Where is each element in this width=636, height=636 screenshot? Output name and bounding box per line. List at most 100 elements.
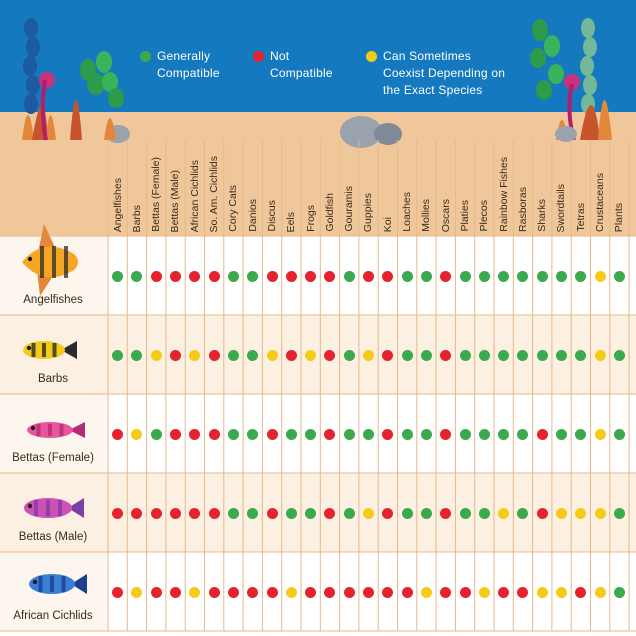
column-header: Oscars <box>436 140 455 232</box>
compatibility-dot <box>324 350 336 361</box>
column-header-label: Koi <box>381 216 394 232</box>
compatibility-dot <box>498 271 510 282</box>
column-header: Discus <box>262 140 281 232</box>
compatibility-dot <box>594 429 606 440</box>
column-header-label: Cory Cats <box>227 185 240 232</box>
compatibility-dot <box>170 429 182 440</box>
compatibility-dot <box>401 587 413 598</box>
column-header: Swordtails <box>552 140 571 232</box>
column-header-label: Gouramis <box>343 186 356 232</box>
column-header-label: Plecos <box>478 200 491 232</box>
compatibility-dot <box>575 508 587 519</box>
compatibility-dot <box>247 429 259 440</box>
column-header: Rasboras <box>513 140 532 232</box>
compatibility-dot <box>556 429 568 440</box>
compatibility-dot <box>170 350 182 361</box>
compatibility-dot <box>324 587 336 598</box>
compatibility-dot <box>324 429 336 440</box>
compatibility-dot <box>478 350 490 361</box>
column-header: Tetras <box>571 140 590 232</box>
legend-label: Generally <box>157 49 211 63</box>
row-label: African Cichlids <box>13 610 93 622</box>
compatibility-dot <box>575 429 587 440</box>
column-header-label: Platies <box>458 200 471 232</box>
rock-left <box>340 116 382 148</box>
compatibility-dot <box>305 429 317 440</box>
legend-green-dot <box>140 51 151 62</box>
african-cichlid-icon <box>29 574 87 594</box>
compatibility-dot <box>208 587 220 598</box>
legend-label: Can Sometimes <box>383 49 471 63</box>
compatibility-dot <box>440 587 452 598</box>
compatibility-dot <box>440 508 452 519</box>
compatibility-dot <box>382 429 394 440</box>
compatibility-dot <box>420 350 432 361</box>
compatibility-dot <box>556 350 568 361</box>
column-header: Bettas (Female) <box>147 140 166 232</box>
compatibility-dot <box>131 587 143 598</box>
compatibility-dot <box>285 587 297 598</box>
compatibility-dot <box>227 429 239 440</box>
compatibility-dot <box>266 429 278 440</box>
male-betta-icon <box>24 498 84 518</box>
compatibility-dot <box>575 271 587 282</box>
compatibility-dot <box>170 271 182 282</box>
compatibility-dot <box>536 271 548 282</box>
barb-fish-icon <box>23 341 77 359</box>
column-header-label: Crustaceans <box>594 173 606 232</box>
column-header: Gouramis <box>340 140 359 232</box>
compatibility-dot <box>459 508 471 519</box>
column-header: Danios <box>243 140 262 232</box>
compatibility-dot <box>478 508 490 519</box>
rock-right <box>374 123 402 145</box>
compatibility-dot <box>498 587 510 598</box>
compatibility-dot <box>382 587 394 598</box>
column-header: Angelfishes <box>108 140 127 232</box>
compatibility-dot <box>613 587 625 598</box>
legend-label: Compatible <box>157 66 220 80</box>
compatibility-dot <box>324 271 336 282</box>
compatibility-dot <box>305 350 317 361</box>
column-header: Koi <box>378 140 397 232</box>
compatibility-dot <box>517 508 529 519</box>
compatibility-dot <box>594 587 606 598</box>
compatibility-dot <box>247 271 259 282</box>
compatibility-dot <box>613 508 625 519</box>
compatibility-dot <box>247 587 259 598</box>
compatibility-dot <box>420 508 432 519</box>
compatibility-dot <box>536 350 548 361</box>
compatibility-dot <box>478 429 490 440</box>
compatibility-dot <box>517 350 529 361</box>
compatibility-dot <box>285 429 297 440</box>
column-header-label: Sharks <box>536 199 549 232</box>
column-header-label: Bettas (Female) <box>150 157 163 232</box>
compatibility-dot <box>459 587 471 598</box>
compatibility-dot <box>498 350 510 361</box>
compatibility-dot <box>382 350 394 361</box>
column-header-label: Loaches <box>401 192 413 232</box>
column-header: African Cichlids <box>185 140 204 232</box>
column-header-label: Mollies <box>420 199 433 232</box>
column-header: Loaches <box>398 140 417 232</box>
compatibility-dot <box>459 271 471 282</box>
compatibility-dot <box>170 508 182 519</box>
column-header-label: Goldfish <box>323 193 336 232</box>
compatibility-dot <box>440 429 452 440</box>
column-header: Frogs <box>301 140 320 232</box>
compatibility-dot <box>536 429 548 440</box>
compatibility-dot <box>363 271 375 282</box>
compatibility-dot <box>266 508 278 519</box>
column-header-label: African Cichlids <box>188 159 201 232</box>
column-header: Eels <box>282 140 301 232</box>
compatibility-dot <box>208 508 220 519</box>
compatibility-dot <box>459 350 471 361</box>
compatibility-dot <box>594 271 606 282</box>
column-header-label: So. Am. Cichlids <box>208 155 220 232</box>
compatibility-dot <box>112 587 124 598</box>
legend-label: Not <box>270 49 290 63</box>
column-header-label: Tetras <box>574 203 587 232</box>
female-betta-icon <box>27 422 85 438</box>
compatibility-dot <box>285 271 297 282</box>
compatibility-dot <box>382 508 394 519</box>
column-header-label: Eels <box>285 211 298 232</box>
